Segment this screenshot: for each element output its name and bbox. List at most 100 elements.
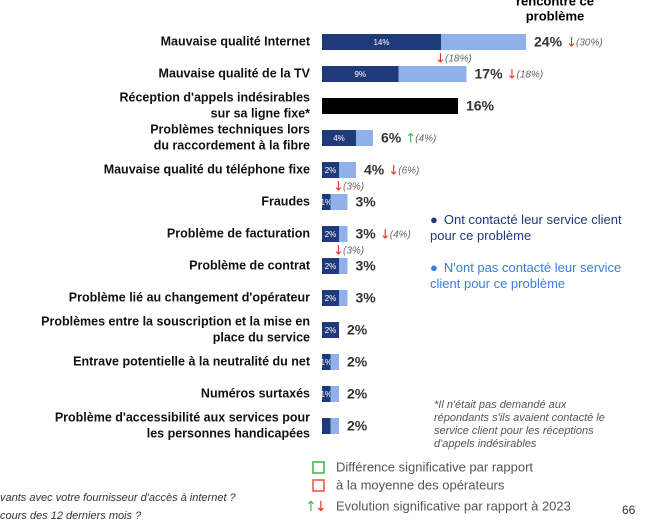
trend-arrow: ↑ — [405, 132, 416, 147]
legend-label: Ont contacté leur service client pour ce… — [430, 212, 622, 243]
legend-text: Evolution significative par rapport à 20… — [336, 498, 571, 513]
bar-segment — [322, 226, 339, 242]
legend-arrow-down: ↓ — [315, 499, 327, 515]
category-label: Mauvaise qualité du téléphone fixe — [104, 162, 310, 176]
previous-label: (18%) — [445, 54, 472, 65]
category-label: Numéros surtaxés — [201, 386, 310, 400]
bar-segment — [330, 354, 339, 370]
category-label: Problèmes techniques lors — [150, 122, 310, 136]
total-label: 6% — [381, 130, 402, 146]
legend-text: à la moyenne des opérateurs — [336, 477, 505, 492]
bar-segment — [322, 66, 399, 82]
legend-square-green — [312, 461, 325, 474]
bar-segment — [322, 290, 339, 306]
bar-segment — [322, 194, 331, 210]
segment-label: 1% — [320, 198, 332, 207]
category-label: Réception d'appels indésirables — [119, 90, 310, 104]
bar-segment — [322, 386, 331, 402]
previous-label: (4%) — [390, 230, 411, 241]
bar-segment — [441, 34, 526, 50]
total-label: 2% — [347, 354, 368, 370]
question: vants avec votre fournisseur d'accès à i… — [0, 492, 237, 504]
legend-arrow-up: ↑ — [305, 499, 317, 515]
segment-label: 1% — [320, 358, 332, 367]
bar-segment — [322, 418, 331, 434]
bar — [322, 98, 458, 114]
category-label: Problèmes entre la souscription et la mi… — [41, 314, 310, 328]
segment-label: 1% — [320, 390, 332, 399]
bar-segment — [322, 322, 339, 338]
trend-arrow: ↓ — [507, 68, 518, 83]
bar-segment — [322, 34, 441, 50]
legend-text: Différence significative par rapport — [336, 459, 533, 474]
previous-label: (4%) — [415, 134, 436, 145]
bar-segment — [330, 418, 339, 434]
legend-square-red — [312, 479, 325, 492]
header: rencontré ce — [516, 0, 594, 8]
page-number: 66 — [622, 503, 636, 517]
category-label: Problème de facturation — [167, 226, 310, 240]
segment-label: 2% — [325, 326, 337, 335]
bar-segment — [339, 226, 348, 242]
category-label: les personnes handicapées — [147, 426, 310, 440]
category-label: Mauvaise qualité de la TV — [159, 66, 311, 80]
bar-segment — [330, 386, 339, 402]
segment-label: 2% — [325, 294, 337, 303]
bar-segment — [322, 354, 331, 370]
previous-label: (6%) — [398, 166, 419, 177]
bar-segment — [330, 194, 348, 210]
total-label: 2% — [347, 386, 368, 402]
trend-arrow: ↓ — [388, 164, 399, 179]
header: problème — [526, 8, 585, 23]
trend-arrow: ↓ — [435, 52, 446, 67]
legend-label: N'ont pas contacté leur service client p… — [430, 260, 622, 291]
bar-segment — [398, 66, 467, 82]
segment-label: 14% — [373, 38, 389, 47]
category-label: Problème lié au changement d'opérateur — [69, 290, 310, 304]
legend-marker: ● — [430, 212, 438, 227]
segment-label: 4% — [333, 134, 345, 143]
trend-arrow: ↓ — [333, 244, 344, 259]
segment-label: 2% — [325, 166, 337, 175]
total-label: 17% — [475, 66, 504, 82]
category-label: Problème de contrat — [189, 258, 311, 272]
segment-label: 2% — [325, 230, 337, 239]
previous-label: (18%) — [517, 70, 544, 81]
category-label: place du service — [213, 330, 310, 344]
bar-segment — [339, 258, 348, 274]
total-label: 2% — [347, 418, 368, 434]
previous-label: (3%) — [343, 246, 364, 257]
bar-segment — [322, 258, 339, 274]
total-label: 3% — [356, 226, 377, 242]
total-label: 3% — [356, 194, 377, 210]
bar-segment — [339, 162, 356, 178]
total-label: 2% — [347, 322, 368, 338]
question: cours des 12 derniers mois ? — [0, 510, 142, 522]
total-label: 3% — [356, 258, 377, 274]
previous-label: (3%) — [343, 182, 364, 193]
bar-segment — [356, 130, 373, 146]
legend-marker: ● — [430, 260, 438, 275]
footnote: *Il n'était pas demandé aux répondants s… — [434, 399, 605, 450]
total-label: 24% — [534, 34, 563, 50]
category-label: Problème d'accessibilité aux services po… — [55, 410, 310, 424]
legend-entry: ● Ont contacté leur service client pour c… — [430, 212, 645, 244]
segment-label: 2% — [325, 262, 337, 271]
trend-arrow: ↓ — [566, 36, 577, 51]
trend-arrow: ↓ — [380, 228, 391, 243]
category-label: Mauvaise qualité Internet — [161, 34, 311, 48]
total-label: 3% — [356, 290, 377, 306]
category-label: Fraudes — [261, 194, 310, 208]
bar-segment — [322, 162, 339, 178]
legend-entry: ● N'ont pas contacté leur service client … — [430, 260, 645, 292]
bar-segment — [322, 130, 356, 146]
bar-segment — [339, 290, 348, 306]
segment-label: 9% — [354, 70, 366, 79]
category-label: sur sa ligne fixe* — [211, 106, 310, 120]
trend-arrow: ↓ — [333, 180, 344, 195]
category-label: Entrave potentielle à la neutralité du n… — [73, 354, 311, 368]
category-label: du raccordement à la fibre — [154, 138, 310, 152]
previous-label: (30%) — [576, 38, 603, 49]
